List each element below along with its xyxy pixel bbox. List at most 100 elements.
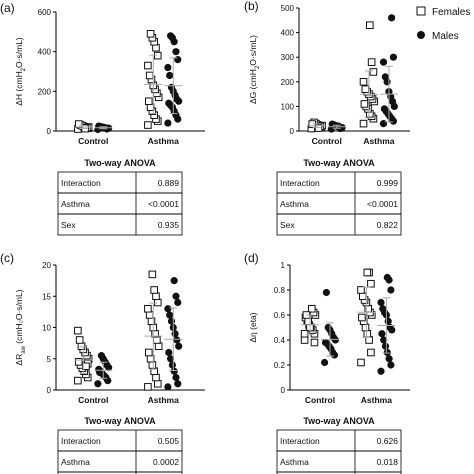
anova-term: Asthma	[280, 457, 309, 467]
female-point	[144, 304, 152, 313]
y-tick-label: 0.8	[274, 286, 286, 295]
male-point	[321, 338, 330, 347]
female-point	[144, 348, 153, 357]
female-point	[363, 268, 372, 277]
anova-term: Asthma	[280, 199, 309, 209]
male-point	[164, 305, 172, 313]
legend-label: Males	[432, 31, 459, 42]
female-point	[153, 379, 162, 388]
male-point	[166, 71, 174, 80]
female-point	[153, 298, 162, 307]
male-point	[166, 355, 175, 363]
male-point	[166, 311, 174, 319]
male-point	[94, 380, 102, 388]
female-point	[153, 336, 161, 344]
anova-term: Sex	[280, 220, 295, 230]
male-point	[174, 298, 182, 307]
female-point	[367, 58, 376, 66]
female-point	[367, 279, 375, 288]
anova-term: Asthma	[61, 199, 90, 209]
anova-pvalue: <0.0001	[367, 199, 398, 209]
male-point	[388, 14, 396, 22]
y-tick-label: 400	[281, 29, 295, 38]
y-tick-label: 0.4	[274, 336, 286, 345]
male-point	[165, 348, 173, 357]
male-point	[379, 120, 388, 128]
female-point	[147, 317, 156, 326]
female-point	[77, 342, 86, 351]
female-point	[361, 323, 370, 332]
anova-title: Two-way ANOVA	[303, 158, 375, 168]
female-point	[74, 376, 82, 385]
y-tick-label: 500	[281, 4, 295, 13]
female-point	[363, 329, 372, 338]
male-point	[97, 352, 106, 360]
y-tick-label: 0	[290, 127, 295, 136]
y-tick-label: 20	[42, 261, 51, 270]
legend-marker-male	[417, 31, 425, 39]
anova-term: Interaction	[61, 436, 101, 446]
male-point	[170, 277, 178, 285]
y-tick-label: 0	[281, 386, 286, 395]
male-point	[171, 330, 179, 338]
female-point	[144, 383, 152, 391]
y-tick-label: 0.2	[274, 361, 286, 370]
anova-term: Asthma	[61, 457, 90, 467]
male-point	[328, 120, 336, 128]
anova-pvalue: 0.018	[377, 457, 399, 467]
male-point	[389, 53, 398, 61]
female-point	[144, 121, 152, 129]
male-point	[172, 48, 180, 56]
anova-pvalue: 0.0002	[153, 457, 179, 467]
male-point	[164, 383, 172, 391]
female-point	[364, 304, 372, 313]
panel-label: (a)	[0, 1, 15, 15]
male-point	[165, 99, 173, 107]
male-point	[380, 336, 388, 344]
female-point	[359, 78, 368, 86]
female-point	[82, 362, 90, 371]
female-point	[145, 71, 154, 80]
anova-row	[57, 213, 183, 236]
x-category-label: Asthma	[148, 136, 179, 146]
y-axis-label: ΔRaw (cmH₂O·s/mL)	[14, 289, 27, 365]
y-tick-label: 200	[281, 78, 295, 87]
female-point	[358, 313, 366, 322]
female-point	[360, 100, 369, 108]
anova-pvalue: 0.889	[158, 178, 180, 188]
anova-pvalue: 0.822	[377, 220, 399, 230]
male-point	[377, 367, 385, 375]
legend-marker-female	[416, 6, 426, 16]
male-point	[383, 348, 391, 357]
male-point	[173, 336, 181, 344]
female-point	[308, 304, 316, 313]
female-point	[74, 120, 83, 128]
female-point	[144, 61, 152, 70]
anova-term: Sex	[61, 220, 76, 230]
y-tick-label: 300	[281, 53, 295, 62]
female-point	[75, 336, 84, 344]
male-point	[167, 83, 176, 91]
female-point	[366, 21, 374, 30]
y-tick-label: 1	[281, 261, 286, 270]
anova-title: Two-way ANOVA	[84, 158, 156, 168]
x-category-label: Control	[78, 136, 108, 146]
male-point	[166, 32, 175, 40]
male-point	[384, 317, 392, 325]
male-point	[174, 380, 182, 388]
female-point	[357, 286, 365, 294]
anova-term: Interaction	[280, 436, 320, 446]
female-point	[152, 373, 160, 382]
x-category-label: Asthma	[361, 395, 392, 405]
male-point	[167, 317, 176, 325]
male-point	[379, 305, 387, 313]
male-point	[380, 105, 389, 113]
x-category-label: Asthma	[148, 395, 179, 405]
panel-label: (b)	[244, 0, 259, 13]
female-point	[361, 85, 370, 93]
male-point	[168, 361, 176, 369]
female-point	[148, 270, 157, 279]
male-point	[164, 119, 172, 127]
female-point	[310, 338, 319, 347]
male-point	[387, 361, 395, 369]
